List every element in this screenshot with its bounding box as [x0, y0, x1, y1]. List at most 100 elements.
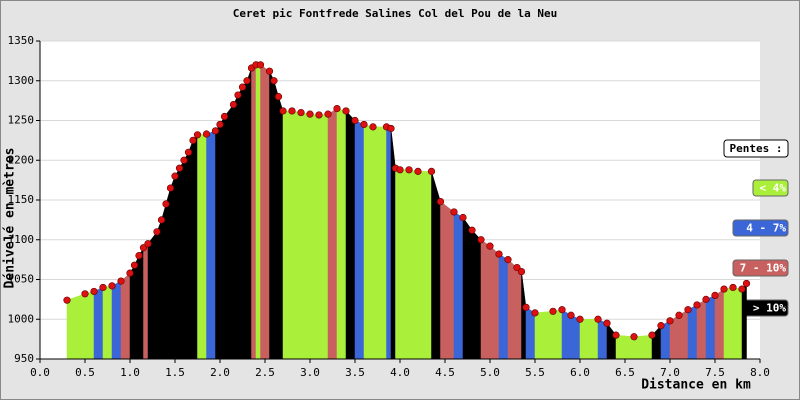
slope-segment [345, 110, 356, 360]
slope-segment [219, 115, 225, 360]
elevation-point [324, 110, 332, 118]
elevation-point [135, 252, 143, 260]
elevation-point [99, 283, 107, 292]
slope-segment [102, 285, 113, 360]
x-tick-label: 4.5 [435, 366, 455, 379]
slope-segment [129, 264, 135, 360]
elevation-point [108, 282, 116, 290]
y-tick-label: 1150 [8, 193, 35, 206]
elevation-point [513, 263, 521, 272]
elevation-point [427, 167, 436, 175]
x-axis-label: Distance en km [641, 378, 751, 393]
elevation-point [675, 311, 683, 319]
slope-segment [138, 246, 144, 360]
elevation-point [81, 290, 89, 298]
x-tick-label: 8.0 [750, 366, 770, 379]
elevation-point [558, 306, 566, 314]
slope-segment [161, 203, 167, 360]
legend-swatch [732, 259, 789, 277]
elevation-point [594, 315, 602, 323]
elevation-point [450, 208, 458, 216]
x-tick-label: 5.5 [525, 366, 545, 379]
elevation-point [130, 261, 139, 269]
slope-segment [174, 167, 180, 360]
elevation-point [238, 83, 247, 91]
elevation-point [202, 130, 211, 138]
slope-segment [741, 282, 747, 360]
legend-label: > 10% [753, 302, 786, 315]
slope-segment [489, 245, 500, 360]
slope-segment [291, 110, 302, 360]
slope-segment [269, 71, 275, 360]
elevation-point [297, 108, 305, 117]
slope-segment [408, 169, 419, 360]
slope-segment [183, 151, 189, 360]
elevation-point [144, 240, 152, 248]
slope-segment [134, 255, 140, 360]
slope-segment [170, 176, 176, 360]
slope-segment [579, 319, 599, 360]
elevation-point [738, 285, 746, 293]
slope-segment [120, 272, 131, 360]
elevation-point [63, 296, 71, 304]
slope-segment [206, 130, 216, 360]
slope-segment [516, 267, 522, 360]
slope-segment [354, 120, 365, 360]
elevation-point [279, 107, 287, 115]
elevation-point [387, 124, 395, 133]
x-tick-label: 5.0 [480, 366, 500, 379]
slope-segment [498, 253, 509, 360]
x-tick-label: 0.0 [30, 366, 50, 379]
elevation-point [211, 127, 220, 135]
elevation-point [184, 148, 193, 156]
slope-segment [453, 211, 464, 360]
slope-segment [179, 159, 185, 360]
legend-label: < 4% [760, 182, 787, 195]
elevation-point [234, 91, 242, 99]
elevation-point [504, 256, 512, 264]
elevation-point [414, 167, 422, 175]
slope-segment [309, 113, 320, 360]
slope-segment [395, 167, 401, 360]
y-tick-label: 1350 [8, 34, 35, 47]
elevation-point [405, 166, 413, 174]
slope-segment [197, 133, 207, 360]
elevation-point [175, 164, 184, 172]
slope-segment [440, 201, 455, 360]
elevation-point [243, 77, 251, 85]
slope-segment [84, 291, 95, 360]
elevation-point [256, 61, 265, 69]
elevation-point [265, 67, 274, 75]
x-tick-label: 0.5 [75, 366, 95, 379]
elevation-point [216, 120, 224, 129]
slope-segment [534, 311, 554, 360]
legend: Pentes : < 4% 4 - 7% 7 - 10% > 10% [723, 139, 789, 317]
chart-title: Ceret pic Fontfrede Salines Col del Pou … [233, 7, 558, 20]
elevation-point [229, 100, 238, 109]
slope-segment [696, 298, 707, 360]
elevation-point [648, 331, 656, 339]
elevation-point [270, 77, 278, 85]
elevation-point [351, 116, 359, 125]
slope-segment [246, 67, 252, 360]
y-axis-label: Dénivelé en mètres [3, 148, 18, 289]
elevation-point [657, 322, 665, 330]
x-tick-label: 4.0 [390, 366, 410, 379]
elevation-point [153, 228, 161, 236]
elevation-point [396, 166, 404, 174]
x-tick-label: 6.0 [570, 366, 590, 379]
slope-segment [165, 188, 171, 360]
slope-segment [143, 243, 149, 360]
elevation-point [612, 331, 620, 339]
slope-segment [399, 169, 410, 360]
slope-segment [233, 94, 239, 360]
elevation-point [193, 131, 202, 139]
y-tick-label: 1050 [8, 273, 35, 286]
elevation-point [549, 307, 557, 315]
slope-segment [705, 295, 716, 360]
elevation-point [274, 93, 283, 101]
elevation-point [90, 287, 98, 296]
slope-segment [255, 64, 261, 360]
slope-segment [111, 280, 122, 360]
